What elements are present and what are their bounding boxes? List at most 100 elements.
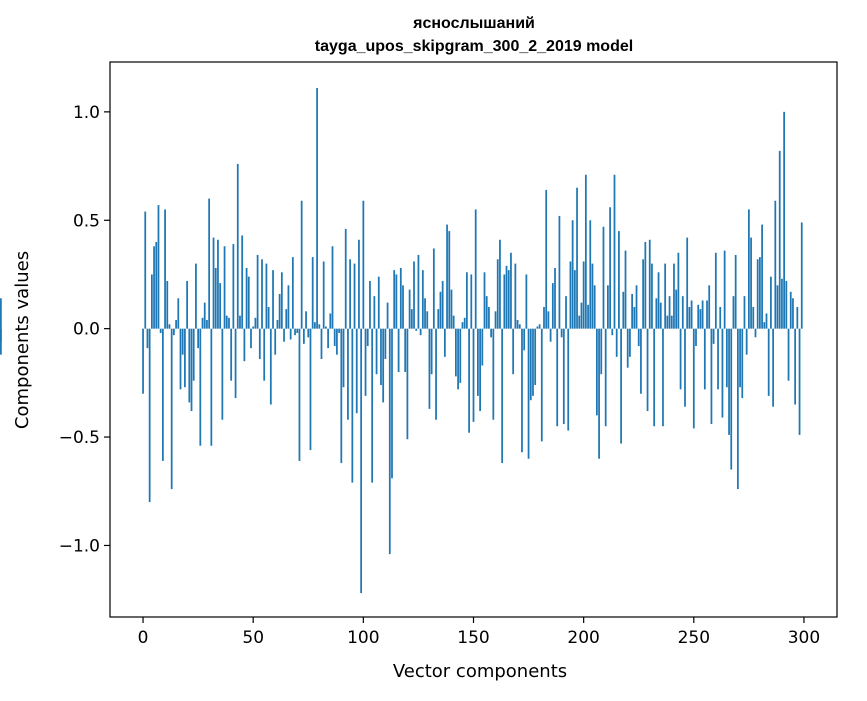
bar [796, 306, 799, 329]
bar [291, 257, 294, 329]
bar [146, 328, 149, 349]
bar [505, 265, 508, 329]
bar [157, 205, 160, 329]
bar [314, 322, 316, 329]
bar [252, 326, 255, 329]
bar [267, 306, 270, 329]
bar [351, 328, 354, 483]
bar [708, 285, 711, 329]
bar [294, 328, 296, 336]
bar [170, 328, 173, 490]
bar [677, 252, 680, 329]
bar [741, 328, 744, 399]
bar [452, 315, 455, 329]
chart-subtitle: tayga_upos_skipgram_300_2_2019 model [315, 38, 633, 55]
bar [325, 326, 327, 329]
bar [618, 231, 620, 329]
bar [391, 328, 393, 479]
bar [666, 315, 669, 329]
bar [721, 328, 724, 418]
bar [611, 328, 614, 336]
bar [620, 328, 622, 444]
bar [466, 272, 468, 329]
bar [518, 324, 521, 329]
x-tick-label: 250 [678, 628, 710, 648]
bar [144, 211, 147, 329]
bar [629, 328, 631, 357]
bar [214, 267, 217, 329]
bar [179, 328, 182, 390]
bar [688, 306, 691, 329]
bar [752, 306, 755, 329]
bar [527, 328, 530, 459]
bar [626, 328, 629, 368]
bar [556, 328, 559, 427]
bar [496, 259, 499, 329]
bar [428, 328, 431, 409]
bar [503, 274, 506, 329]
bar [377, 276, 380, 329]
bar [481, 328, 484, 366]
bar [730, 328, 733, 470]
bar [410, 309, 413, 329]
bar [283, 328, 285, 342]
bar [468, 328, 470, 433]
bar [395, 274, 398, 329]
bar [287, 285, 290, 329]
chart-title: ясно­слышаний [412, 15, 535, 32]
bar [554, 267, 556, 329]
bar [406, 328, 409, 440]
bar [188, 328, 191, 403]
bar [203, 302, 206, 329]
bar [269, 328, 272, 405]
bar [175, 319, 177, 329]
bar [635, 285, 638, 329]
bar [371, 328, 374, 483]
bar [402, 285, 404, 329]
bar [595, 328, 598, 416]
bar [278, 293, 281, 329]
bar [653, 328, 656, 427]
bar [540, 328, 543, 442]
bar [631, 293, 633, 329]
bar [717, 328, 719, 390]
bar [778, 150, 781, 329]
bar [386, 302, 389, 329]
bar [573, 270, 576, 329]
bar [510, 252, 512, 329]
bar [598, 328, 600, 459]
bar [624, 250, 627, 329]
bar [615, 328, 618, 357]
bar [736, 328, 739, 490]
bar [349, 259, 352, 329]
bar [668, 296, 671, 329]
bar [664, 263, 667, 329]
bar [327, 328, 329, 349]
bar [591, 263, 594, 329]
bar [199, 328, 202, 446]
bar [485, 296, 488, 329]
bar [274, 328, 277, 355]
bar [675, 289, 678, 329]
bar [714, 252, 717, 329]
bar [329, 313, 332, 329]
bar [728, 328, 730, 435]
bar [761, 224, 763, 329]
bar [366, 328, 369, 346]
bar [338, 328, 340, 333]
bar [344, 228, 347, 329]
bar [507, 270, 510, 329]
bar [646, 328, 649, 412]
bar [430, 328, 433, 375]
bar [582, 261, 585, 329]
bar [580, 302, 583, 329]
bar [148, 328, 151, 503]
bar [659, 302, 662, 329]
bar [316, 88, 318, 329]
bar [558, 215, 561, 329]
bar [534, 328, 537, 386]
y-tick-label: −1.0 [59, 536, 100, 556]
bar [521, 328, 523, 453]
